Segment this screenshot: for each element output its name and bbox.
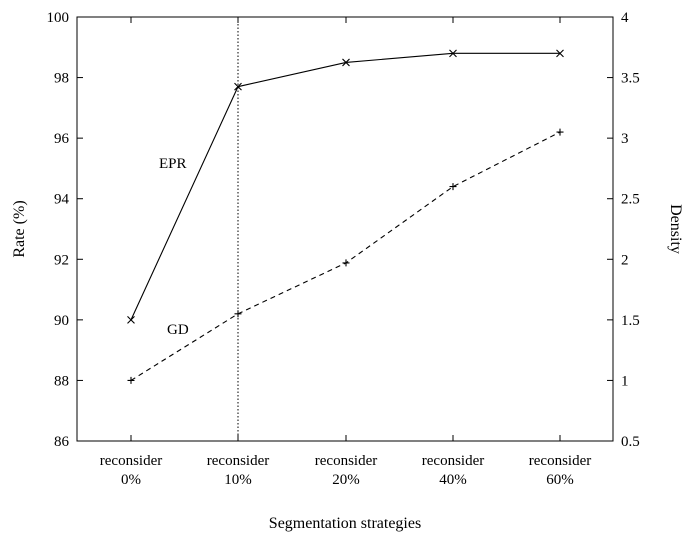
point-gd [556,128,564,136]
x-tick-label: reconsider 40% [422,453,484,488]
point-epr [556,49,564,58]
y-tick-label: 98 [54,71,69,87]
x-tick-label: reconsider 60% [529,453,591,488]
plot-frame [76,16,614,442]
y-tick-label: 92 [54,252,69,268]
y-tick-label: 90 [54,313,69,329]
x-axis-title: Segmentation strategies [269,515,421,532]
x-tick-label: reconsider 0% [100,453,162,488]
y2-tick-label: 0.5 [621,434,640,450]
point-epr [342,58,350,67]
y2-tick-label: 2.5 [621,192,640,208]
series-label-gd: GD [167,322,189,338]
point-gd [449,183,457,191]
tick-labels-layer: 86 88 90 92 94 96 98 100 0.5 1 1.5 2 2.5 3 3.5 4 reconsi… [47,10,640,488]
point-gd [234,310,242,318]
series-line-epr [130,52,560,321]
y-axis-title: Rate (%) [11,200,28,257]
series-line-gd [130,131,561,381]
point-gd [342,259,350,267]
point-epr [449,49,457,58]
y-tick-label: 94 [54,192,70,208]
series-layer [127,49,564,384]
y2-tick-label: 3 [621,131,629,147]
y-tick-label: 100 [47,10,70,26]
y2-tick-label: 1 [621,373,629,389]
y2-tick-label: 4 [621,10,629,26]
x-tick-label: reconsider 20% [315,453,377,488]
y-tick-label: 88 [54,373,69,389]
y-tick-label: 86 [54,434,70,450]
y2-tick-label: 2 [621,252,629,268]
series-label-epr: EPR [159,156,187,172]
y2-tick-label: 3.5 [621,71,640,87]
x-tick-label: reconsider 10% [207,453,269,488]
y2-tick-label: 1.5 [621,313,640,329]
point-epr [127,315,135,324]
y-tick-label: 96 [54,131,70,147]
y2-axis-title: Density [667,204,684,254]
ticks-layer [77,16,613,442]
point-gd [127,376,135,384]
point-epr [234,82,242,91]
